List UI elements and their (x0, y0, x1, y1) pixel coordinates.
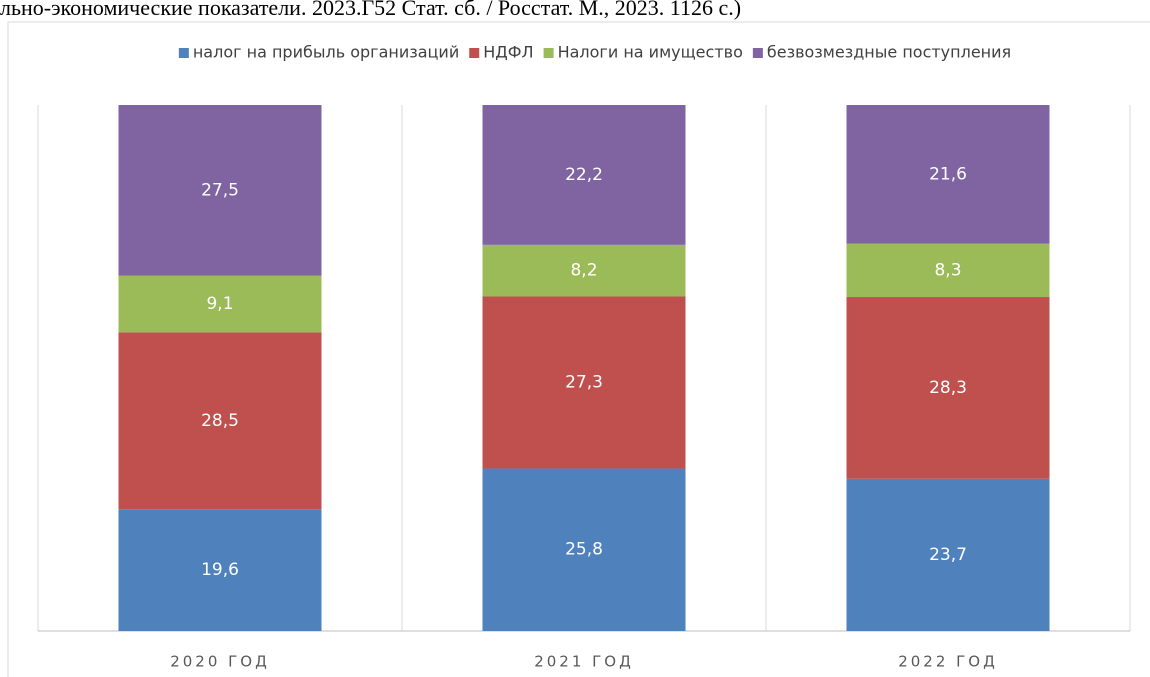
legend-swatch (469, 48, 480, 58)
legend-label: безвозмездные поступления (767, 43, 1011, 62)
data-label: 27,3 (565, 372, 603, 392)
data-label: 19,6 (201, 560, 239, 580)
legend-label: Налоги на имущество (558, 43, 743, 62)
x-tick-label: 2021 ГОД (534, 653, 634, 671)
bar-segment (118, 275, 322, 333)
data-label: 23,7 (929, 545, 967, 565)
bar-segment (846, 297, 1050, 479)
data-label: 22,2 (565, 165, 603, 185)
data-label: 25,8 (565, 540, 603, 560)
x-tick-label: 2022 ГОД (898, 653, 998, 671)
caption: льно-экономические показатели. 2023.Г52 … (0, 0, 741, 20)
bar-segment (846, 478, 1050, 631)
data-label: 27,5 (201, 180, 239, 200)
legend-swatch (178, 48, 189, 58)
bar-segment (482, 244, 686, 297)
legend-label: налог на прибыль организаций (193, 43, 459, 62)
data-label: 9,1 (206, 294, 233, 314)
data-label: 21,6 (929, 164, 967, 184)
data-label: 8,2 (570, 261, 597, 281)
legend-swatch (543, 48, 554, 58)
data-label: 28,5 (201, 411, 239, 431)
bar-segment (482, 296, 686, 469)
legend-label: НДФЛ (483, 43, 533, 62)
category-separators (37, 105, 1131, 631)
bar-segment (482, 105, 686, 245)
legend-swatch (752, 48, 763, 58)
bar-segment (118, 105, 322, 276)
bar-segment (846, 243, 1050, 298)
bar-segment (482, 468, 686, 631)
data-label: 28,3 (929, 378, 967, 398)
x-tick-label: 2020 ГОД (170, 653, 270, 671)
bar-segment (846, 105, 1050, 244)
bar-segment (118, 332, 322, 510)
bar-segment (118, 509, 322, 631)
data-label: 8,3 (934, 260, 961, 280)
